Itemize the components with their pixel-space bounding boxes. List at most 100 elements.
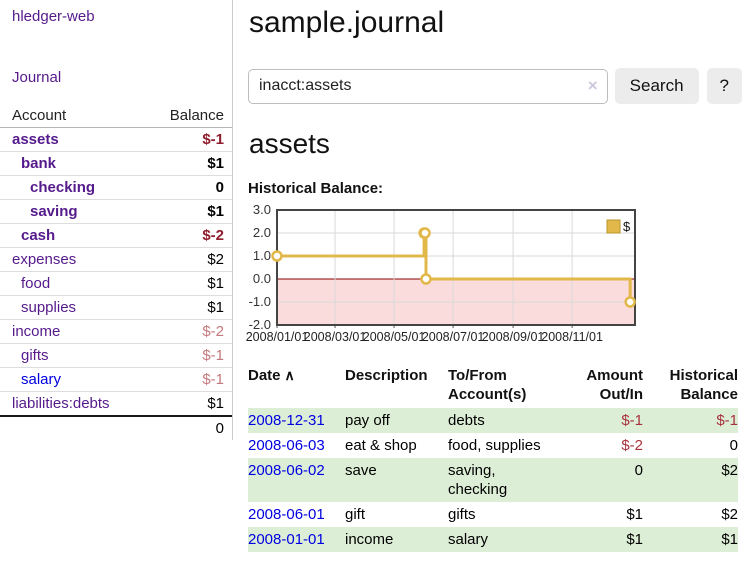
register-header-amount: Amount Out/In — [586, 367, 643, 403]
register-header-date[interactable]: Date ∧ — [248, 367, 295, 384]
account-balance: $2 — [207, 251, 224, 268]
register-header-tofrom: To/From Account(s) — [448, 367, 527, 403]
account-link[interactable]: saving — [30, 203, 78, 220]
svg-text:2008/05/01: 2008/05/01 — [363, 330, 426, 344]
account-row: salary $-1 — [0, 368, 232, 392]
account-row: checking 0 — [0, 176, 232, 200]
transaction-amount: $1 — [626, 506, 643, 523]
transaction-date-link[interactable]: 2008-12-31 — [248, 412, 325, 429]
account-link[interactable]: income — [12, 323, 61, 340]
transaction-amount: $-2 — [621, 437, 643, 454]
account-link[interactable]: liabilities:debts — [12, 395, 110, 412]
search-input-wrap: × — [248, 68, 608, 104]
svg-text:1.0: 1.0 — [253, 248, 271, 263]
search-button[interactable]: Search — [614, 68, 699, 104]
account-balance: $-1 — [202, 371, 224, 388]
accounts-body: assets $-1 bank $1 checking 0 saving $1 cash $-2 e… — [0, 128, 232, 441]
svg-text:2008/03/01: 2008/03/01 — [304, 330, 367, 344]
account-balance: $1 — [207, 275, 224, 292]
transaction-accounts: food, supplies — [448, 437, 541, 454]
search-input[interactable] — [248, 68, 608, 104]
account-link[interactable]: expenses — [12, 251, 77, 268]
account-row: cash $-2 — [0, 224, 232, 248]
accounts-total-spacer — [0, 416, 148, 440]
register-row: 2008-01-01 income salary $1 $1 — [248, 527, 738, 552]
svg-text:-2.0: -2.0 — [249, 317, 271, 332]
account-row: saving $1 — [0, 200, 232, 224]
transaction-date-link[interactable]: 2008-06-01 — [248, 506, 325, 523]
sort-ascending-icon: ∧ — [284, 367, 295, 383]
transaction-date-link[interactable]: 2008-06-03 — [248, 437, 325, 454]
accounts-header-balance: Balance — [169, 107, 224, 124]
account-balance: $1 — [207, 203, 224, 220]
transaction-description: save — [345, 462, 377, 479]
account-link[interactable]: salary — [21, 371, 62, 388]
app-brand-link[interactable]: hledger-web — [12, 8, 95, 25]
account-link[interactable]: supplies — [21, 299, 77, 316]
register-body: 2008-12-31 pay off debts $-1 $-1 2008-06-03 ea… — [248, 408, 738, 552]
account-link[interactable]: food — [21, 275, 51, 292]
transaction-amount: $1 — [626, 531, 643, 548]
transaction-accounts: salary — [448, 531, 489, 548]
svg-text:2.0: 2.0 — [253, 225, 271, 240]
transaction-date-link[interactable]: 2008-01-01 — [248, 531, 325, 548]
register-header-balance: Historical Balance — [669, 367, 738, 403]
account-link[interactable]: bank — [21, 155, 57, 172]
account-link[interactable]: gifts — [21, 347, 49, 364]
register-header-description: Description — [345, 367, 428, 384]
svg-text:$: $ — [623, 219, 631, 234]
historical-balance-chart: 3.0 2.0 1.0 0.0 -1.0 -2.02008/01/012008/03/01… — [246, 202, 636, 344]
account-balance: $1 — [207, 155, 224, 172]
register-row: 2008-06-01 gift gifts $1 $2 — [248, 502, 738, 527]
register-row: 2008-12-31 pay off debts $-1 $-1 — [248, 408, 738, 433]
accounts-total-row: 0 — [0, 416, 232, 440]
register-table: Date ∧ Description To/From Account(s) Amou… — [248, 364, 738, 552]
svg-text:2008/07/01: 2008/07/01 — [422, 330, 485, 344]
help-button[interactable]: ? — [706, 68, 742, 104]
transaction-amount: 0 — [634, 462, 643, 479]
account-balance: $-1 — [202, 347, 224, 364]
transaction-balance: $1 — [721, 531, 738, 548]
account-link[interactable]: checking — [30, 179, 96, 196]
search-form: × Search ? — [248, 68, 742, 104]
account-heading: assets — [249, 128, 330, 159]
account-row: food $1 — [0, 272, 232, 296]
transaction-description: eat & shop — [345, 437, 417, 454]
transaction-description: gift — [345, 506, 366, 523]
account-row: income $-2 — [0, 320, 232, 344]
account-link[interactable]: assets — [12, 131, 59, 148]
svg-text:3.0: 3.0 — [253, 202, 271, 217]
account-balance: $1 — [207, 299, 224, 316]
transaction-description: income — [345, 531, 394, 548]
account-row: gifts $-1 — [0, 344, 232, 368]
account-row: expenses $2 — [0, 248, 232, 272]
register-header-row: Date ∧ Description To/From Account(s) Amou… — [248, 364, 738, 408]
clear-search-icon[interactable]: × — [587, 75, 598, 95]
account-balance: $-2 — [202, 323, 224, 340]
transaction-description: pay off — [345, 412, 390, 429]
transaction-balance: $2 — [721, 506, 738, 523]
account-balance: $-1 — [202, 131, 224, 148]
accounts-header-row: Account Balance — [0, 104, 232, 128]
account-balance: 0 — [215, 179, 224, 196]
sidebar-item-journal[interactable]: Journal — [12, 69, 62, 86]
svg-text:-1.0: -1.0 — [249, 294, 271, 309]
account-balance: $-2 — [202, 227, 224, 244]
register-row: 2008-06-02 save saving, checking 0 $2 — [248, 458, 738, 502]
transaction-accounts: gifts — [448, 506, 476, 523]
account-row: assets $-1 — [0, 128, 232, 152]
transaction-balance: 0 — [729, 437, 738, 454]
account-row: bank $1 — [0, 152, 232, 176]
accounts-header-account: Account — [12, 107, 67, 124]
page-title: sample.journal — [249, 6, 445, 39]
transaction-balance: $2 — [721, 462, 738, 479]
account-row: supplies $1 — [0, 296, 232, 320]
account-link[interactable]: cash — [21, 227, 56, 244]
transaction-balance: $-1 — [716, 412, 738, 429]
transaction-date-link[interactable]: 2008-06-02 — [248, 462, 325, 479]
svg-text:2008/09/01: 2008/09/01 — [482, 330, 545, 344]
transaction-accounts: debts — [448, 412, 485, 429]
transaction-amount: $-1 — [621, 412, 643, 429]
svg-text:0.0: 0.0 — [253, 271, 271, 286]
transaction-accounts: saving, checking — [448, 462, 508, 498]
